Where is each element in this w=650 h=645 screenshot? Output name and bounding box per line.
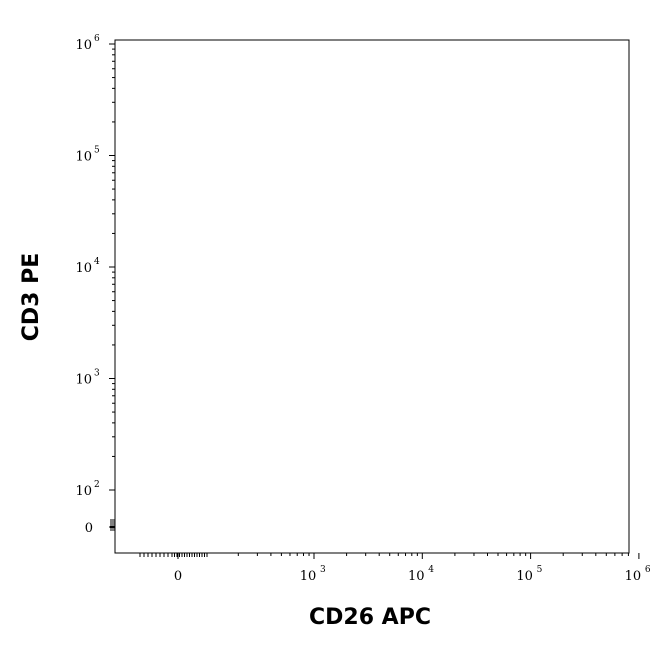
x-tick-label: 10 xyxy=(625,569,642,584)
y-tick-label: 10 xyxy=(75,373,92,388)
x-tick-exponent: 3 xyxy=(320,565,326,575)
y-tick-label: 10 xyxy=(75,484,92,499)
y-tick-exponent: 5 xyxy=(94,146,100,156)
x-axis-ticks: 0 10 3 10 4 10 5 10 6 xyxy=(139,553,650,584)
x-tick-exponent: 6 xyxy=(645,565,650,575)
x-tick-exponent: 5 xyxy=(537,565,543,575)
x-tick-label: 0 xyxy=(174,569,182,584)
x-tick-label: 10 xyxy=(300,569,317,584)
y-tick-exponent: 3 xyxy=(94,369,100,379)
x-axis-title: CD26 APC xyxy=(309,605,431,630)
plot-frame xyxy=(114,39,630,554)
y-tick-label: 10 xyxy=(75,38,92,53)
x-tick-label: 10 xyxy=(516,569,533,584)
y-tick-label: 0 xyxy=(85,521,93,536)
x-tick-label: 10 xyxy=(408,569,425,584)
y-axis-title: CD3 PE xyxy=(19,253,44,342)
y-tick-label: 10 xyxy=(75,261,92,276)
x-tick-exponent: 4 xyxy=(428,565,434,575)
y-tick-exponent: 6 xyxy=(94,34,100,44)
y-tick-label: 10 xyxy=(75,150,92,165)
y-tick-exponent: 2 xyxy=(94,480,100,490)
y-tick-exponent: 4 xyxy=(94,257,100,267)
